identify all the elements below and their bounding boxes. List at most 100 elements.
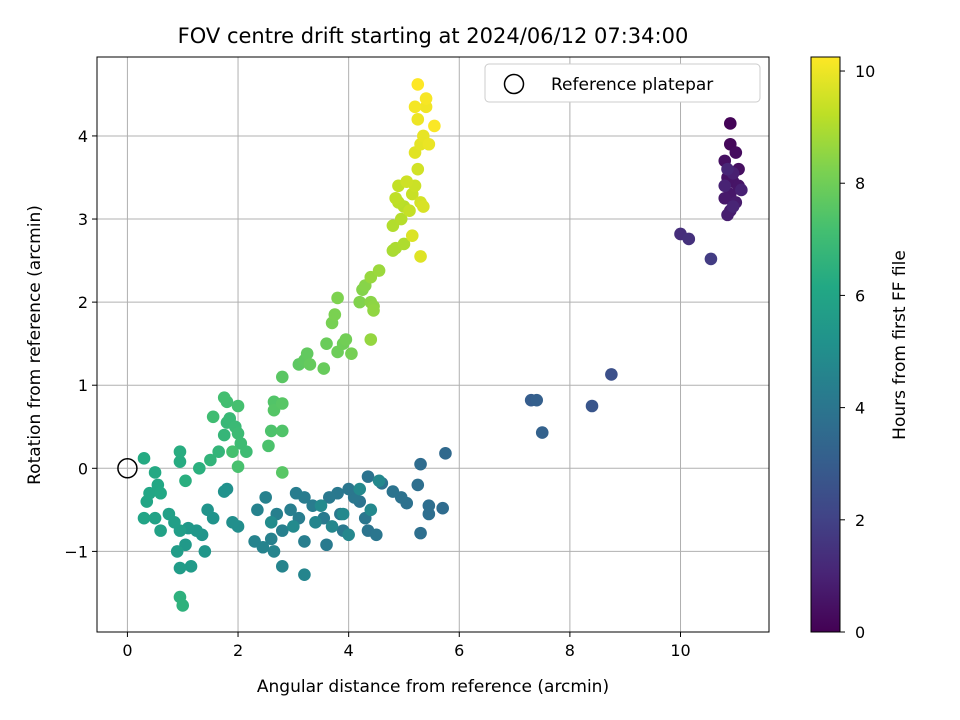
y-tick-label: 4 [78, 127, 88, 146]
y-axis-label: Rotation from reference (arcmin) [25, 205, 45, 485]
data-point [217, 428, 231, 442]
colorbar: 0 2 4 6 8 10 Hours from first FF file [810, 56, 910, 642]
colorbar-gradient [810, 56, 841, 633]
data-point [154, 486, 167, 500]
data-point [264, 516, 278, 529]
colorbar-tick-label: 6 [855, 286, 865, 305]
data-point [729, 146, 743, 159]
data-point [411, 478, 425, 492]
data-point [143, 486, 156, 500]
data-point [320, 538, 333, 552]
data-point [217, 485, 231, 498]
data-point [179, 474, 192, 488]
data-point [231, 399, 245, 413]
colorbar-tick-label: 8 [855, 174, 865, 193]
data-point [682, 232, 696, 246]
data-point [339, 333, 353, 346]
data-point [148, 511, 162, 525]
data-point [331, 291, 344, 305]
data-point [275, 424, 289, 438]
data-point [342, 528, 355, 542]
data-point [342, 482, 355, 496]
y-tick-label: 2 [78, 293, 88, 312]
y-tick-label: 0 [78, 459, 88, 478]
chart-title: FOV centre drift starting at 2024/06/12 … [178, 24, 689, 48]
data-point [397, 237, 411, 251]
data-point [436, 501, 449, 515]
data-point [403, 204, 416, 218]
legend: Reference platepar [484, 63, 761, 103]
colorbar-ticks: 0 2 4 6 8 10 [840, 62, 875, 642]
data-point [275, 466, 289, 479]
legend-marker-reference [503, 73, 525, 95]
data-point [217, 391, 231, 404]
data-point [212, 445, 225, 458]
data-point [364, 503, 378, 517]
y-tick-label: −1 [64, 542, 88, 561]
data-point [231, 427, 245, 440]
data-point [162, 507, 176, 521]
data-point [289, 486, 303, 500]
data-point [370, 528, 383, 542]
data-point [154, 524, 167, 537]
data-point [206, 410, 220, 424]
data-point [173, 561, 187, 575]
plot-border [96, 56, 770, 633]
data-point [170, 545, 184, 558]
data-point [417, 200, 430, 213]
plot-frame [96, 56, 770, 633]
x-tick-label: 4 [344, 641, 354, 660]
data-point [605, 368, 618, 381]
data-point [411, 113, 425, 126]
data-point [394, 212, 408, 226]
legend-label-reference: Reference platepar [551, 75, 713, 95]
y-tick-label: 1 [78, 376, 88, 395]
data-point [328, 308, 342, 321]
data-point [704, 252, 718, 266]
colorbar-tick-label: 4 [855, 399, 865, 418]
x-tick-label: 2 [233, 641, 243, 660]
data-point [264, 532, 278, 546]
data-point [275, 560, 289, 573]
data-point [137, 452, 151, 465]
data-point [226, 445, 239, 458]
data-point [422, 507, 436, 521]
data-point [345, 347, 358, 360]
colorbar-tick-label: 0 [855, 623, 865, 642]
data-point [240, 445, 253, 458]
x-tick-label: 0 [122, 641, 132, 660]
data-point [300, 347, 314, 360]
legend-box [484, 63, 761, 103]
data-point [137, 511, 151, 525]
y-axis-ticks: −1 0 1 2 3 4 [64, 127, 97, 561]
data-point [176, 599, 190, 612]
data-point [336, 507, 350, 521]
colorbar-tick-label: 10 [855, 62, 875, 81]
y-tick-label: 3 [78, 210, 88, 229]
data-point [148, 466, 162, 479]
data-point [408, 100, 422, 114]
data-point [275, 370, 289, 384]
data-point [325, 520, 339, 533]
colorbar-tick-label: 2 [855, 511, 865, 530]
data-point [723, 117, 737, 130]
data-point [262, 439, 275, 453]
data-point [439, 447, 452, 460]
data-point [201, 503, 214, 517]
data-point [414, 457, 427, 471]
data-point [198, 545, 212, 558]
data-point [226, 516, 239, 529]
data-point [259, 491, 272, 504]
data-point [267, 545, 281, 558]
x-axis-ticks: 0 2 4 6 8 10 [122, 632, 691, 660]
data-point [303, 358, 317, 371]
data-point [193, 462, 206, 475]
data-point [414, 250, 427, 263]
data-point [389, 191, 402, 205]
x-axis-label: Angular distance from reference (arcmin) [257, 677, 609, 697]
data-point [309, 516, 322, 529]
data-point [184, 560, 198, 573]
data-point [204, 453, 217, 467]
data-point [287, 520, 300, 533]
